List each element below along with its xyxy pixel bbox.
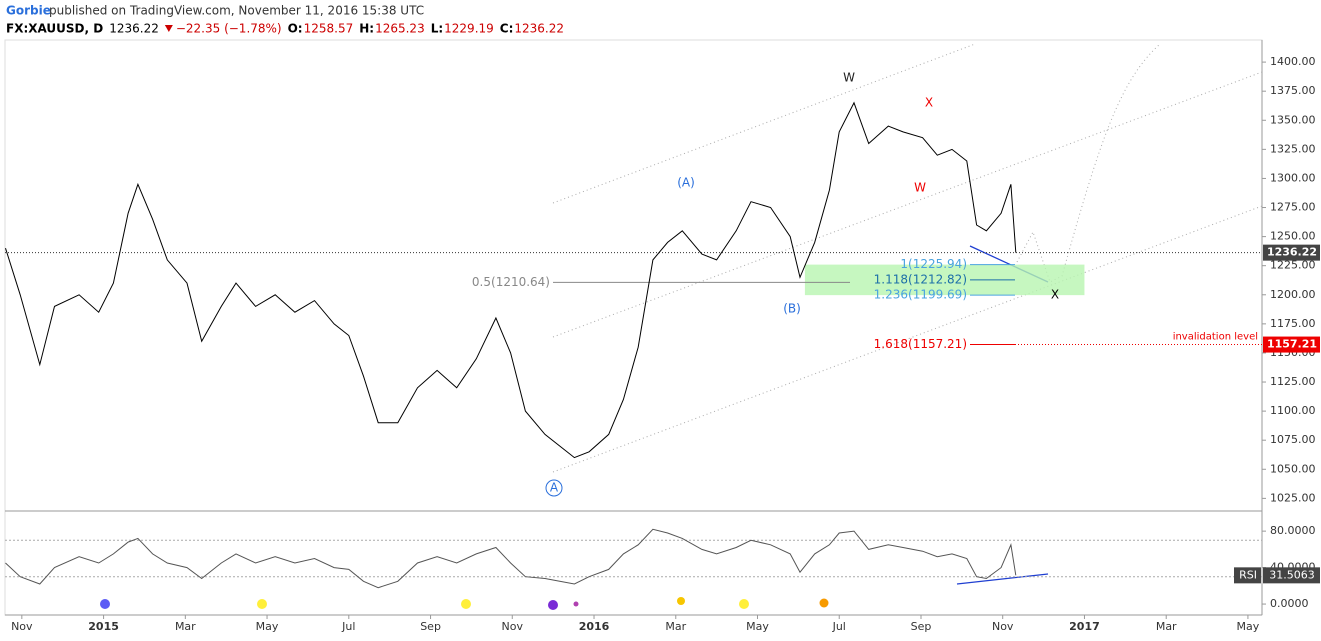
y-tick-label: 0.0000 [1270, 597, 1309, 610]
y-tick-label: 1200.00 [1270, 288, 1316, 301]
wave-label: (B) [783, 302, 801, 316]
x-tick-label: May [1237, 620, 1260, 633]
x-tick-label: Jul [832, 620, 846, 633]
rsi-trendline [956, 573, 1049, 585]
wave-circle [545, 479, 563, 497]
wave-label: X [925, 96, 933, 110]
x-tick-label: Mar [1156, 620, 1177, 633]
last-price-tag [1263, 244, 1320, 261]
ohlc-header: FX:XAUUSD, D 1236.22 −22.35 (−1.78%) O: 1258… [6, 22, 564, 36]
price-line [5, 101, 1017, 459]
y-tick-label: 1225.00 [1270, 259, 1316, 272]
wave-label: W [914, 181, 926, 195]
header-last: 1236.22 [109, 22, 159, 36]
invalidation-text: invalidation level [1173, 332, 1258, 343]
y-tick-label: 1400.00 [1270, 55, 1316, 68]
x-tick-label: May [256, 620, 279, 633]
x-tick-label: 2017 [1069, 620, 1100, 633]
header-close: 1236.22 [514, 22, 564, 36]
x-tick-label: Nov [502, 620, 524, 633]
y-tick-label: 1300.00 [1270, 171, 1316, 184]
x-tick-label: 2015 [88, 620, 119, 633]
fib-label: 1.236(1199.69) [874, 288, 967, 302]
header-high-label: H: [359, 22, 374, 36]
y-tick-label: 1375.00 [1270, 84, 1316, 97]
header-low: 1229.19 [444, 22, 494, 36]
header-low-label: L: [431, 22, 443, 36]
header-symbol: FX:XAUUSD, D [6, 22, 103, 36]
price-line [5, 528, 1017, 589]
y-tick-label: 1350.00 [1270, 113, 1316, 126]
fib-label: 1.118(1212.82) [874, 272, 967, 286]
y-tick-label: 1325.00 [1270, 142, 1316, 155]
invalidation-tag [1263, 336, 1320, 353]
y-tick-label: 1250.00 [1270, 230, 1316, 243]
invalidation-tag-label: 1157.21 [1267, 338, 1317, 351]
published: published on TradingView.com, November 1… [49, 4, 424, 18]
y-tick-label: 1125.00 [1270, 375, 1316, 388]
x-tick-label: May [746, 620, 769, 633]
x-tick-label: Jul [341, 620, 355, 633]
rsi-value-tag [1263, 567, 1320, 584]
x-tick-label: 2016 [579, 620, 610, 633]
y-tick-label: 1100.00 [1270, 404, 1316, 417]
fib-label: 1.618(1157.21) [874, 337, 967, 351]
wave-label: (A) [677, 176, 695, 190]
rsi-title-tag [1234, 567, 1261, 584]
y-tick-label: 1025.00 [1270, 491, 1316, 504]
fib-label: 0.5(1210.64) [472, 275, 550, 289]
y-tick-label: 1050.00 [1270, 462, 1316, 475]
y-tick-label: 1075.00 [1270, 433, 1316, 446]
last-price-tag-label: 1236.22 [1267, 246, 1317, 259]
wave-label: W [843, 71, 855, 85]
header-close-label: C: [500, 22, 514, 36]
fib-label: 1(1225.94) [900, 257, 967, 271]
header-high: 1265.23 [375, 22, 425, 36]
x-tick-label: Mar [175, 620, 196, 633]
x-tick-label: Nov [11, 620, 33, 633]
down-arrow [164, 25, 173, 32]
x-tick-label: Sep [420, 620, 441, 633]
wave-label: X [1051, 288, 1059, 302]
y-tick-label: 1275.00 [1270, 201, 1316, 214]
x-tick-label: Nov [992, 620, 1014, 633]
rsi-value-label: 31.5063 [1269, 568, 1315, 581]
target-zone [804, 264, 1085, 296]
y-tick-label: 1175.00 [1270, 317, 1316, 330]
x-tick-label: Mar [665, 620, 686, 633]
wave-label: A [550, 481, 559, 495]
event-icons [100, 597, 829, 610]
header-open-label: O: [288, 22, 303, 36]
y-tick-label: 80.0000 [1270, 524, 1316, 537]
rsi-title: RSI [1239, 568, 1257, 581]
author[interactable]: Gorbie [6, 4, 51, 18]
header-open: 1258.57 [304, 22, 354, 36]
header-change: −22.35 (−1.78%) [176, 22, 282, 36]
x-tick-label: Sep [911, 620, 932, 633]
frame [4, 39, 1263, 616]
